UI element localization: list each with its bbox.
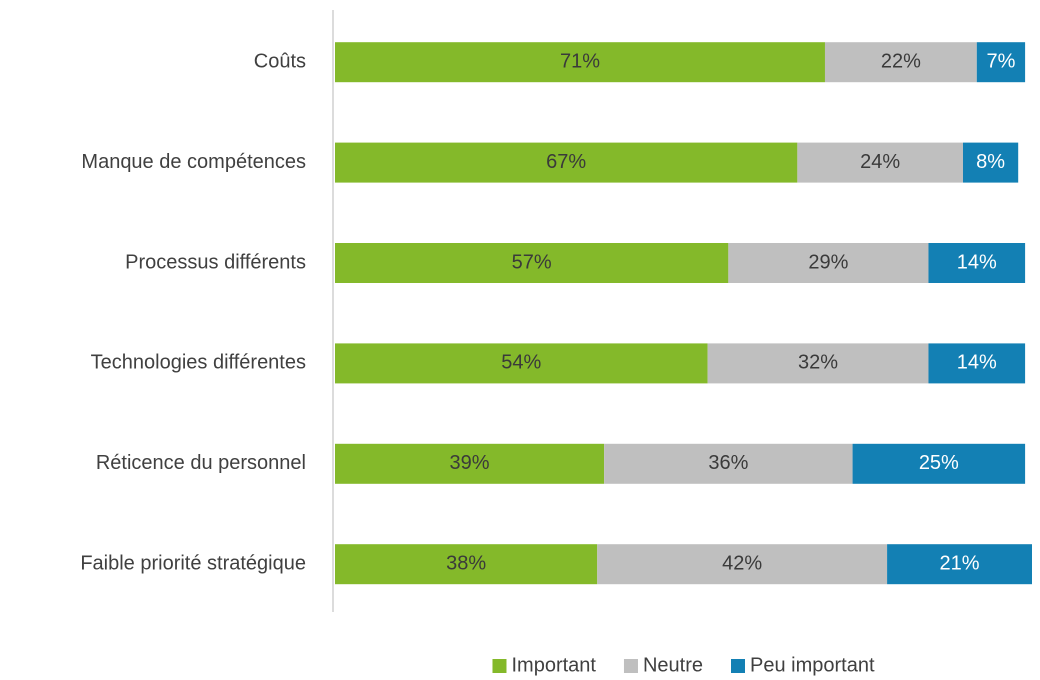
bar-segment [797,142,963,183]
bar-segment [852,443,1026,484]
data-label: 24% [860,151,900,173]
data-label: 21% [940,552,980,574]
data-label: 57% [512,251,552,273]
bar-segment [962,142,1019,183]
bar-segment [335,243,729,283]
bar-segment [728,243,929,283]
bar-segment [335,142,798,183]
category-label: Technologies différentes [91,352,306,374]
category-label: Coûts [254,50,306,72]
data-label: 36% [708,452,748,474]
category-label: Manque de compétences [81,151,306,173]
data-label: 14% [957,251,997,273]
bar-segment [928,343,1026,384]
data-label: 22% [881,50,921,72]
legend-swatch [731,659,745,673]
data-label: 14% [957,352,997,374]
bar-segment [335,343,708,384]
bar-segment [976,42,1026,83]
bar-segment [887,544,1032,585]
category-label: Processus différents [125,251,306,273]
data-label: 54% [501,352,541,374]
legend-swatch [492,659,507,673]
legend-label: Important [511,654,596,676]
data-label: 67% [546,151,586,173]
bar-segment [597,544,888,585]
data-label: 25% [919,452,959,474]
legend-label: Peu important [750,654,875,676]
data-label: 29% [808,251,848,273]
data-label: 32% [798,352,838,374]
data-label: 7% [986,50,1015,72]
bar-segment [335,544,598,585]
data-label: 38% [446,552,486,574]
bar-segment [707,343,929,384]
category-label: Faible priorité stratégique [80,552,306,574]
data-label: 42% [722,552,762,574]
bar-segment [928,243,1026,283]
category-label: Réticence du personnel [96,452,306,474]
bar-segment [824,42,977,83]
bar-segment [335,42,825,83]
bar-segment [604,443,853,484]
data-label: 8% [976,151,1005,173]
legend-swatch [623,659,638,673]
legend-label: Neutre [643,654,703,676]
bar-segment [335,443,605,484]
data-label: 39% [450,452,490,474]
data-label: 71% [560,50,600,72]
